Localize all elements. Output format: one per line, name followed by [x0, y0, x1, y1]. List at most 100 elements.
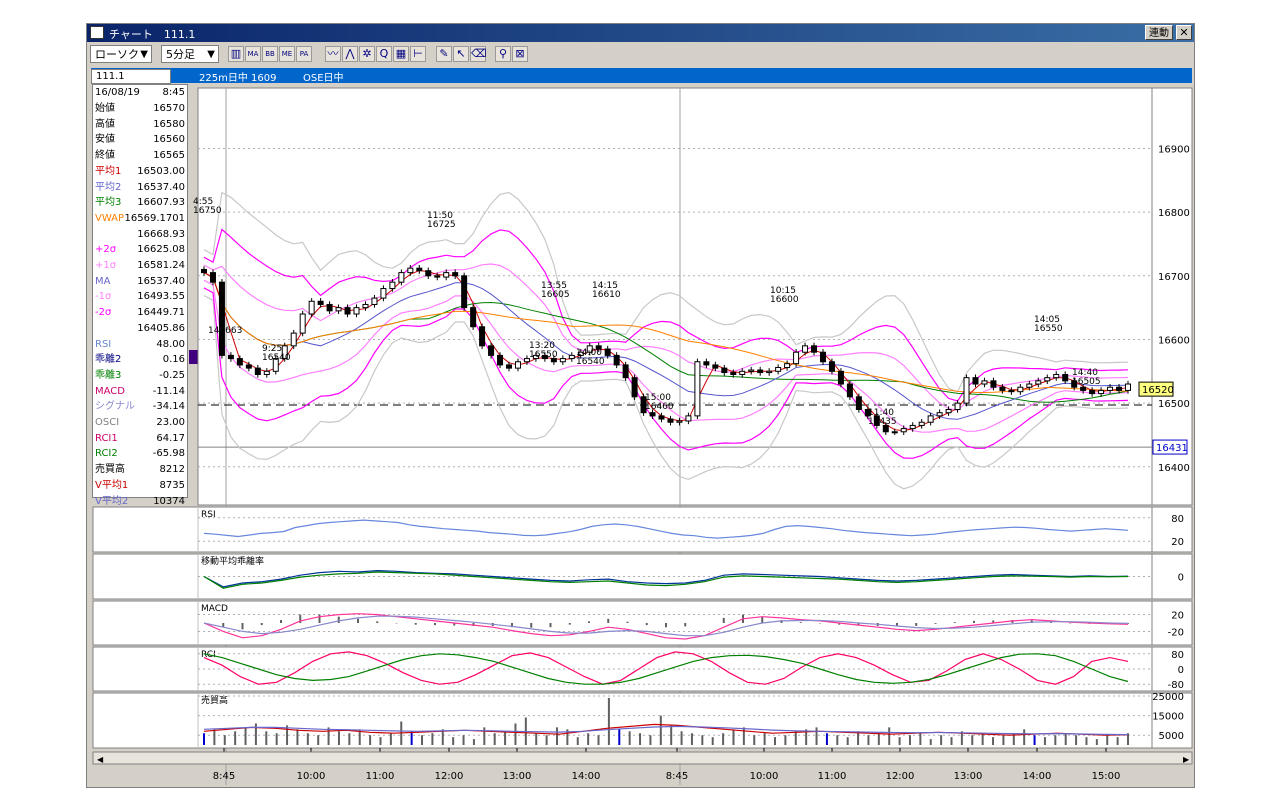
- x-tick-label: 12:00: [886, 771, 915, 782]
- candle-body: [416, 267, 423, 272]
- panel-row-label: 乖離3: [95, 369, 122, 381]
- panel-row: +1σ 16581.24: [95, 259, 185, 273]
- annotation-time: 4:55: [193, 197, 213, 207]
- candle-body: [811, 345, 818, 353]
- candle-body: [963, 377, 970, 404]
- annotation-time: 15:00: [645, 393, 671, 403]
- mode-icon[interactable]: ME: [279, 46, 295, 62]
- x-tick-label: 13:00: [954, 771, 983, 782]
- sub-y-tick-label: -80: [1168, 680, 1184, 691]
- chevron-down-icon: ▼: [140, 49, 148, 60]
- panel-row: -2σ 16449.71: [95, 306, 185, 320]
- line-icon[interactable]: 〰: [325, 46, 341, 62]
- symbol-field[interactable]: 111.1: [91, 69, 171, 84]
- candle-body: [999, 386, 1006, 391]
- candle-body: [802, 345, 809, 353]
- panel-row: OSCI 23.00: [95, 416, 185, 430]
- price-tag-bg: [1138, 381, 1174, 397]
- panel-row-label: OSCI: [95, 417, 120, 428]
- annotation-time: 13:55: [541, 281, 567, 291]
- panel-row-value: 16405.86: [137, 322, 185, 334]
- panel-row-value: -65.98: [152, 448, 185, 460]
- sub-series-line: [203, 723, 1129, 736]
- candle-body: [936, 412, 943, 417]
- panel-row-label: 安値: [95, 134, 115, 146]
- interval-value: 5分足: [166, 48, 195, 61]
- annotation-price: 16550: [1034, 324, 1063, 334]
- panel-row-label: V平均1: [95, 479, 129, 491]
- annotation-price: 16550: [529, 350, 558, 360]
- candle-body: [353, 307, 360, 315]
- trend-icon[interactable]: ⋀: [342, 46, 358, 62]
- cross-icon[interactable]: ⊠: [512, 46, 528, 62]
- panel-row-value: 0.16: [162, 354, 185, 366]
- horizontal-scrollbar[interactable]: [92, 751, 1193, 765]
- candle-body: [559, 358, 566, 363]
- panel-row-label: 平均1: [95, 165, 122, 177]
- candle-body: [730, 372, 737, 375]
- candle-body: [227, 354, 234, 360]
- panel-row-value: 16625.08: [137, 244, 185, 256]
- candle-body: [317, 300, 324, 305]
- interval-select[interactable]: 5分足 ▼: [161, 45, 219, 63]
- fib-icon[interactable]: ✲: [359, 46, 375, 62]
- candle-body: [308, 300, 315, 315]
- candle-body: [577, 351, 584, 356]
- chart-type-select[interactable]: ローソク ▼: [90, 45, 152, 63]
- ma-icon[interactable]: MA: [245, 46, 261, 62]
- bollinger-icon[interactable]: BB: [262, 46, 278, 62]
- panel-row-value: 16580: [153, 118, 185, 130]
- link-button[interactable]: 連動: [1145, 25, 1173, 40]
- chart-app-icon: [90, 26, 104, 39]
- candle-chart-icon[interactable]: ▥: [228, 46, 244, 62]
- panel-row-value: 16503.00: [137, 165, 185, 177]
- sub-y-tick-label: 80: [1171, 514, 1184, 525]
- sub-panel-bg: [92, 600, 1153, 646]
- panel-row: 平均2 16537.40: [95, 181, 185, 195]
- bar-icon[interactable]: ⊢: [410, 46, 426, 62]
- panel-row-value: 16560: [153, 134, 185, 146]
- pa-icon[interactable]: PA: [296, 46, 312, 62]
- panel-date: 16/08/19: [95, 87, 140, 98]
- sub-y-tick-label: 5000: [1159, 731, 1184, 742]
- grid-icon[interactable]: ▦: [393, 46, 409, 62]
- candle-body: [362, 303, 369, 309]
- pencil-icon[interactable]: ✎: [436, 46, 452, 62]
- sub-panel-title: 移動平均乖離率: [201, 555, 264, 567]
- candle-body: [658, 415, 665, 420]
- panel-row-label: -1σ: [95, 291, 112, 303]
- eraser-icon[interactable]: ⌫: [470, 46, 487, 62]
- search-icon[interactable]: ⚲: [495, 46, 511, 62]
- panel-row-value: 23.00: [156, 417, 185, 428]
- candle-body: [299, 313, 306, 334]
- candle-body: [757, 369, 764, 374]
- bollinger-2sigma-lower: [203, 287, 1129, 459]
- panel-row: VWAP 16569.1701: [95, 212, 185, 226]
- candle-body: [1107, 386, 1114, 391]
- sub-y-tick-label: 0: [1178, 665, 1184, 676]
- candle-body: [209, 272, 216, 283]
- sub-y-tick-label: -20: [1168, 627, 1184, 638]
- panel-row: 乖離3 -0.25: [95, 369, 185, 383]
- sub-panel-title: RSI: [201, 510, 216, 520]
- candle-body: [335, 307, 342, 312]
- pointer-icon[interactable]: ↖: [453, 46, 469, 62]
- candle-body: [1035, 380, 1042, 385]
- panel-row-value: 16607.93: [137, 197, 185, 209]
- candle-body: [676, 420, 683, 423]
- candle-body: [389, 281, 396, 290]
- title-bar[interactable]: チャート 111.1 連動 ✕: [87, 24, 1194, 42]
- candle-body: [855, 396, 862, 411]
- x-tick-label: 13:00: [503, 771, 532, 782]
- zoom-icon[interactable]: Q: [376, 46, 392, 62]
- candle-body: [1044, 377, 1051, 382]
- candle-body: [909, 424, 916, 430]
- candle-body: [488, 345, 495, 356]
- candle-body: [263, 370, 270, 375]
- panel-row: 安値 16560: [95, 133, 185, 147]
- candle-body: [864, 409, 871, 417]
- close-button[interactable]: ✕: [1176, 25, 1192, 40]
- candle-body: [550, 358, 557, 363]
- candle-body: [846, 383, 853, 398]
